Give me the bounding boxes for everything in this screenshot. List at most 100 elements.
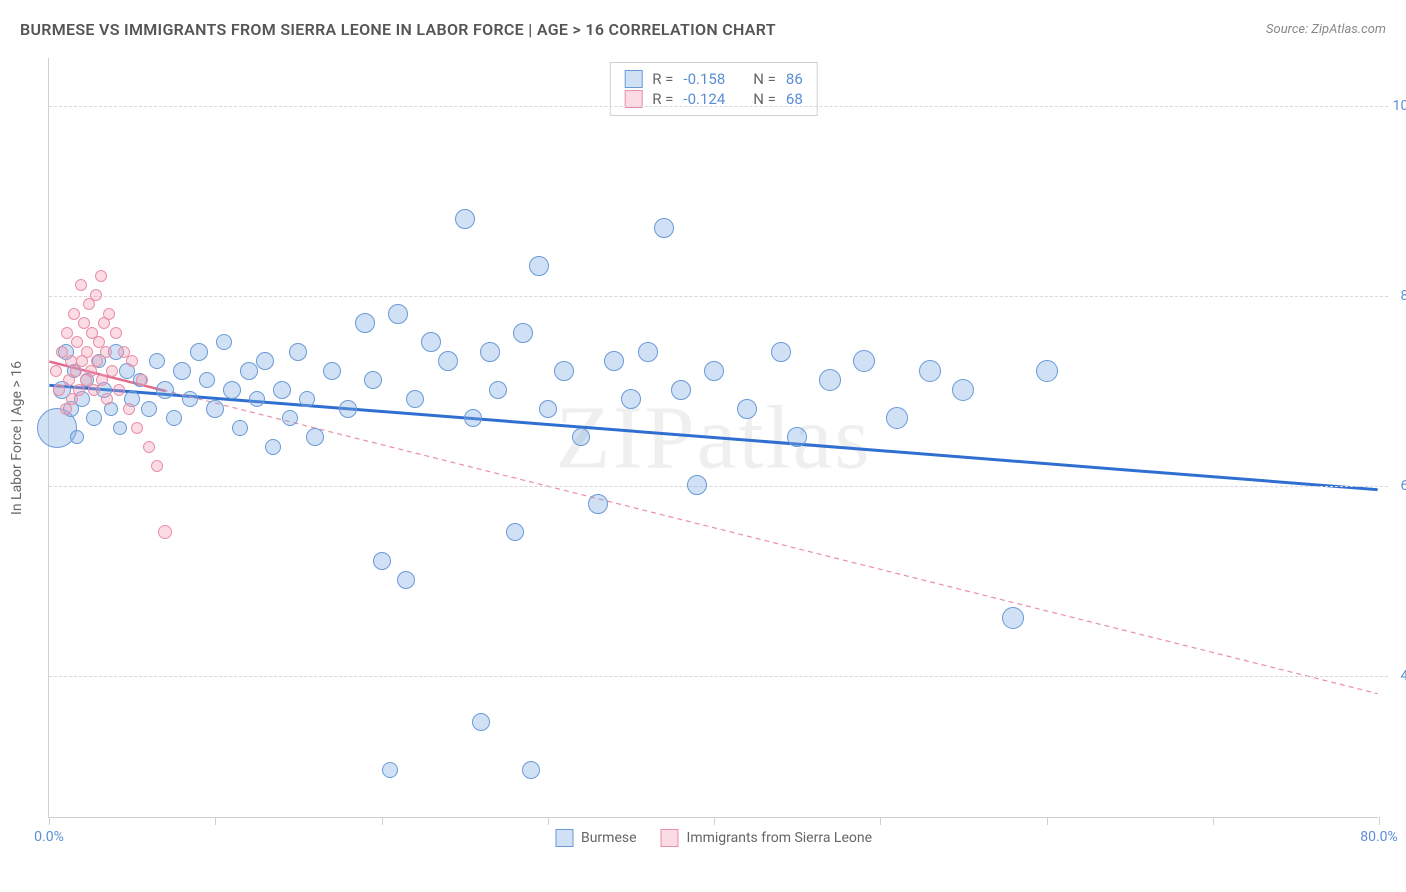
data-point-burmese bbox=[182, 391, 198, 407]
data-point-burmese bbox=[455, 209, 475, 229]
x-tick bbox=[880, 817, 881, 825]
x-tick-label: 80.0% bbox=[1360, 829, 1398, 845]
data-point-burmese bbox=[323, 362, 341, 380]
data-point-sierra-leone bbox=[106, 365, 118, 377]
data-point-burmese bbox=[406, 390, 424, 408]
x-tick bbox=[714, 817, 715, 825]
data-point-burmese bbox=[141, 401, 157, 417]
data-point-sierra-leone bbox=[100, 346, 112, 358]
stats-legend-box: R =-0.158N =86R =-0.124N =68 bbox=[609, 62, 818, 116]
data-point-burmese bbox=[853, 350, 875, 372]
legend-label: Immigrants from Sierra Leone bbox=[687, 830, 872, 846]
data-point-burmese bbox=[388, 304, 408, 324]
data-point-burmese bbox=[199, 372, 215, 388]
data-point-burmese bbox=[289, 343, 307, 361]
y-axis-title: In Labor Force | Age > 16 bbox=[9, 361, 25, 515]
source-label: Source: ZipAtlas.com bbox=[1266, 22, 1386, 37]
x-tick bbox=[1379, 817, 1380, 825]
trend-line-sierra-leone bbox=[49, 362, 1377, 694]
data-point-burmese bbox=[282, 410, 298, 426]
x-tick bbox=[548, 817, 549, 825]
data-point-sierra-leone bbox=[151, 460, 163, 472]
data-point-burmese bbox=[223, 381, 241, 399]
data-point-sierra-leone bbox=[103, 308, 115, 320]
data-point-sierra-leone bbox=[75, 279, 87, 291]
legend-label: Burmese bbox=[581, 830, 637, 846]
data-point-burmese bbox=[216, 334, 232, 350]
data-point-burmese bbox=[819, 369, 841, 391]
data-point-sierra-leone bbox=[101, 393, 113, 405]
trend-lines bbox=[49, 58, 1378, 817]
chart-title: BURMESE VS IMMIGRANTS FROM SIERRA LEONE … bbox=[20, 20, 776, 39]
data-point-sierra-leone bbox=[131, 422, 143, 434]
data-point-burmese bbox=[539, 400, 557, 418]
scatter-plot: In Labor Force | Age > 16 ZIPatlas R =-0… bbox=[48, 58, 1378, 818]
data-point-sierra-leone bbox=[81, 346, 93, 358]
data-point-burmese bbox=[704, 361, 724, 381]
data-point-burmese bbox=[472, 713, 490, 731]
data-point-burmese bbox=[919, 360, 941, 382]
data-point-burmese bbox=[397, 571, 415, 589]
data-point-burmese bbox=[166, 410, 182, 426]
data-point-sierra-leone bbox=[68, 308, 80, 320]
data-point-sierra-leone bbox=[96, 374, 108, 386]
data-point-burmese bbox=[604, 351, 624, 371]
data-point-burmese bbox=[1036, 360, 1058, 382]
data-point-sierra-leone bbox=[95, 270, 107, 282]
title-bar: BURMESE VS IMMIGRANTS FROM SIERRA LEONE … bbox=[20, 20, 1386, 39]
data-point-burmese bbox=[438, 351, 458, 371]
data-point-sierra-leone bbox=[110, 327, 122, 339]
stats-row: R =-0.158N =86 bbox=[624, 69, 803, 89]
legend-swatch bbox=[661, 829, 679, 847]
data-point-sierra-leone bbox=[90, 289, 102, 301]
data-point-sierra-leone bbox=[71, 336, 83, 348]
legend-item: Burmese bbox=[555, 829, 637, 847]
data-point-burmese bbox=[86, 410, 102, 426]
data-point-burmese bbox=[952, 379, 974, 401]
bottom-legend: Burmese Immigrants from Sierra Leone bbox=[555, 829, 872, 847]
data-point-sierra-leone bbox=[50, 365, 62, 377]
data-point-burmese bbox=[506, 523, 524, 541]
data-point-burmese bbox=[355, 313, 375, 333]
x-tick bbox=[382, 817, 383, 825]
data-point-burmese bbox=[373, 552, 391, 570]
y-tick-label: 40.0% bbox=[1383, 668, 1406, 684]
gridline bbox=[49, 296, 1388, 297]
data-point-sierra-leone bbox=[143, 441, 155, 453]
data-point-burmese bbox=[265, 439, 281, 455]
data-point-burmese bbox=[621, 389, 641, 409]
r-label: R = bbox=[652, 70, 673, 88]
data-point-burmese bbox=[249, 391, 265, 407]
x-tick bbox=[215, 817, 216, 825]
data-point-burmese bbox=[787, 427, 807, 447]
n-label: N = bbox=[753, 70, 776, 88]
data-point-burmese bbox=[654, 218, 674, 238]
x-tick-label: 0.0% bbox=[34, 829, 64, 845]
data-point-burmese bbox=[156, 381, 174, 399]
data-point-burmese bbox=[522, 761, 540, 779]
legend-swatch bbox=[555, 829, 573, 847]
data-point-burmese bbox=[771, 342, 791, 362]
r-value: -0.158 bbox=[683, 70, 725, 88]
legend-swatch bbox=[624, 70, 642, 88]
y-tick-label: 60.0% bbox=[1383, 478, 1406, 494]
data-point-sierra-leone bbox=[91, 355, 103, 367]
data-point-sierra-leone bbox=[123, 403, 135, 415]
data-point-burmese bbox=[489, 381, 507, 399]
data-point-sierra-leone bbox=[53, 384, 65, 396]
x-tick bbox=[49, 817, 50, 825]
data-point-burmese bbox=[382, 762, 398, 778]
gridline bbox=[49, 106, 1388, 107]
data-point-burmese bbox=[421, 332, 441, 352]
data-point-burmese bbox=[70, 430, 84, 444]
data-point-burmese bbox=[554, 361, 574, 381]
data-point-burmese bbox=[273, 381, 291, 399]
data-point-burmese bbox=[737, 399, 757, 419]
data-point-burmese bbox=[240, 362, 258, 380]
data-point-burmese bbox=[671, 380, 691, 400]
gridline bbox=[49, 676, 1388, 677]
data-point-sierra-leone bbox=[88, 384, 100, 396]
data-point-sierra-leone bbox=[113, 384, 125, 396]
watermark: ZIPatlas bbox=[556, 386, 872, 489]
data-point-burmese bbox=[572, 428, 590, 446]
